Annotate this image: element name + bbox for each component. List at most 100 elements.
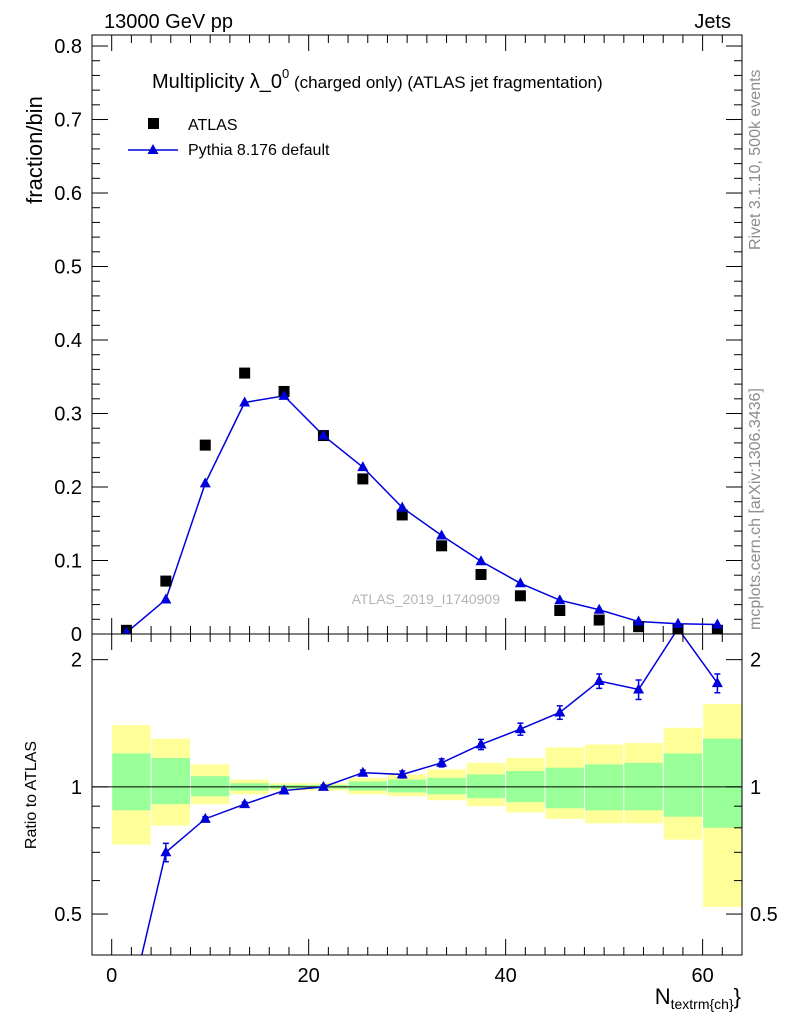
ratio-y-tick-label: 0.5 (54, 904, 82, 926)
pythia-data-point (357, 461, 369, 472)
ratio-band-green (466, 774, 506, 799)
atlas-data-point (199, 439, 211, 451)
pythia-data-point (672, 617, 684, 628)
x-tick-label: 0 (106, 965, 117, 987)
ratio-panel: 0.5 0.51 12 20 20 40 60 (54, 633, 778, 987)
atlas-data-point (475, 568, 487, 580)
ratio-data-point (239, 798, 251, 809)
ratio-data-point (317, 780, 329, 791)
title-main: Multiplicity λ_0 (152, 71, 282, 93)
atlas-data-point (357, 473, 369, 485)
main-y-tick-label: 0.8 (54, 36, 82, 58)
ratio-band-green (663, 753, 703, 817)
main-y-tick-label: 0.1 (54, 551, 82, 573)
x-tick-label: 40 (495, 965, 517, 987)
ratio-y-tick-label-right: 0.5 (750, 904, 778, 926)
ratio-line (141, 634, 718, 955)
legend-atlas-marker (148, 118, 159, 129)
main-y-tick-label: 0.4 (54, 330, 82, 352)
main-y-axis-label: fraction/bin (22, 96, 47, 204)
pythia-data-point (199, 477, 211, 488)
main-data-layer (120, 367, 723, 634)
pythia-line (125, 395, 718, 634)
ratio-data-point (711, 677, 723, 688)
title-superscript: 0 (282, 66, 289, 81)
ratio-band-green (348, 781, 387, 791)
ratio-band-green (545, 767, 584, 809)
ratio-data-point (475, 738, 487, 749)
pythia-data-point (160, 593, 172, 604)
ratio-y-axis-label: Ratio to ATLAS (23, 741, 40, 849)
x-tick-label: 60 (691, 965, 713, 987)
ratio-data-point (554, 706, 566, 717)
pythia-data-point (711, 618, 723, 629)
legend-pythia-label: Pythia 8.176 default (188, 142, 330, 159)
ratio-data-layer (121, 634, 723, 1024)
pythia-data-point (122, 626, 131, 634)
header-energy-label: 13000 GeV pp (104, 11, 233, 33)
atlas-data-point (633, 621, 645, 633)
main-y-tick-label: 0.6 (54, 183, 82, 205)
plot-title: Multiplicity λ_00 (charged only) (ATLAS … (152, 66, 603, 93)
ratio-band-green (584, 764, 624, 811)
atlas-data-point (396, 509, 408, 521)
ratio-band-green (190, 776, 230, 797)
legend: ATLAS Pythia 8.176 default (128, 117, 330, 159)
ratio-frame (91, 633, 743, 956)
pythia-data-point (317, 429, 329, 440)
ratio-data-point (514, 723, 526, 734)
x-tick-label: 20 (298, 965, 320, 987)
ratio-band-green (387, 779, 427, 793)
main-y-tick-label: 0.7 (54, 110, 82, 132)
pythia-data-point (475, 555, 487, 566)
pythia-data-point (514, 577, 526, 588)
ratio-data-point (436, 756, 448, 767)
rivet-version-label: Rivet 3.1.10, 500k events (747, 69, 764, 250)
main-y-tick-label: 0 (71, 624, 82, 646)
main-y-tick-label: 0.2 (54, 477, 82, 499)
ratio-band-green (151, 758, 190, 805)
x-axis-label-main: N (655, 984, 671, 1009)
header-category-label: Jets (694, 11, 731, 33)
pythia-data-point (396, 501, 408, 512)
x-axis-label-sub: textrm{ch} (671, 996, 734, 1012)
ratio-band-green (112, 753, 151, 811)
main-panel: 0 0.1 0.2 0.3 0.4 0.5 0.6 0.7 0.8 (54, 34, 743, 646)
ratio-data-point (278, 784, 290, 795)
x-axis-label: Ntextrm{ch}} (655, 984, 741, 1012)
pythia-data-point (593, 603, 605, 614)
title-rest: (charged only) (ATLAS jet fragmentation) (289, 73, 602, 92)
main-y-tick-label: 0.3 (54, 404, 82, 426)
ratio-band-green (427, 777, 466, 795)
analysis-id-watermark: ATLAS_2019_I1740909 (352, 591, 501, 607)
ratio-data-point (396, 768, 408, 779)
atlas-data-point (711, 624, 723, 634)
atlas-data-point (160, 575, 172, 587)
ratio-bands (92, 704, 742, 907)
ratio-data-point (593, 675, 605, 686)
pythia-data-point (278, 389, 290, 400)
pythia-data-point (554, 594, 566, 605)
atlas-data-point (554, 604, 566, 616)
atlas-data-point (514, 590, 526, 602)
legend-pythia-marker (147, 144, 159, 154)
main-y-tick-label: 0.5 (54, 257, 82, 279)
ratio-data-point (633, 683, 645, 694)
atlas-data-point (672, 624, 684, 634)
ratio-data-point (160, 846, 172, 857)
mcplots-reference-label: mcplots.cern.ch [arXiv:1306.3436] (747, 388, 764, 630)
ratio-data-point (357, 766, 369, 777)
ratio-data-point (199, 812, 211, 823)
pythia-data-point (436, 529, 448, 540)
atlas-data-point (239, 367, 251, 379)
ratio-band-green (703, 738, 742, 828)
ratio-y-tick-label-right: 2 (750, 650, 761, 672)
atlas-data-point (436, 540, 448, 552)
pythia-data-point (633, 615, 645, 626)
atlas-data-point (593, 614, 605, 626)
ratio-y-tick-label: 1 (71, 777, 82, 799)
ratio-data-point (121, 1014, 132, 1024)
ratio-y-tick-label-right: 1 (750, 777, 761, 799)
ratio-y-tick-label: 2 (71, 650, 82, 672)
